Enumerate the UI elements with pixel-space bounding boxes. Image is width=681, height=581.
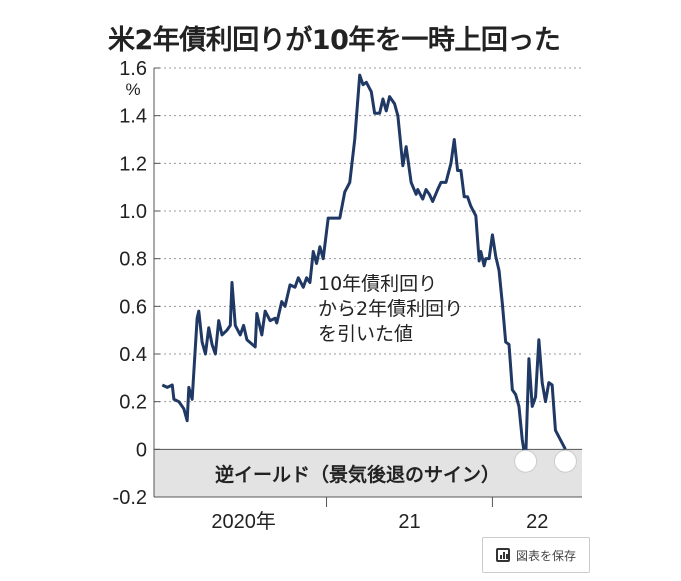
x-tick-label: 21 [398,511,420,533]
y-tick-label: 1.0 [119,201,147,223]
y-tick-label: 1.6 [119,58,147,80]
chart-icon [495,548,510,562]
inversion-band [154,449,582,497]
x-tick-label: 22 [526,511,548,533]
save-chart-button[interactable]: 図表を保存 [482,537,590,573]
series-line [161,73,567,463]
save-chart-label: 図表を保存 [515,548,576,563]
band-label: 逆イールド（景気後退のサイン） [215,463,500,486]
y-tick-label: 1.4 [119,106,147,128]
y-tick-label: 0.8 [119,249,147,271]
y-tick-label: 0.2 [119,392,147,414]
y-tick-label: 0.6 [119,296,147,318]
series-annotation: を引いた値 [318,323,413,345]
chart-title: 米2年債利回りが10年を一時上回った [108,25,561,56]
series-annotation: 10年債利回り [318,273,437,295]
inversion-marker [514,449,538,473]
y-unit-label: % [125,80,140,99]
series-annotation: から2年債利回り [318,298,463,320]
y-tick-label: 0.4 [119,344,147,366]
x-tick-label: 2020年 [211,510,276,533]
inversion-marker [553,449,577,473]
y-tick-label: -0.2 [113,487,147,509]
y-tick-label: 0 [136,439,147,461]
y-tick-label: 1.2 [119,153,147,175]
